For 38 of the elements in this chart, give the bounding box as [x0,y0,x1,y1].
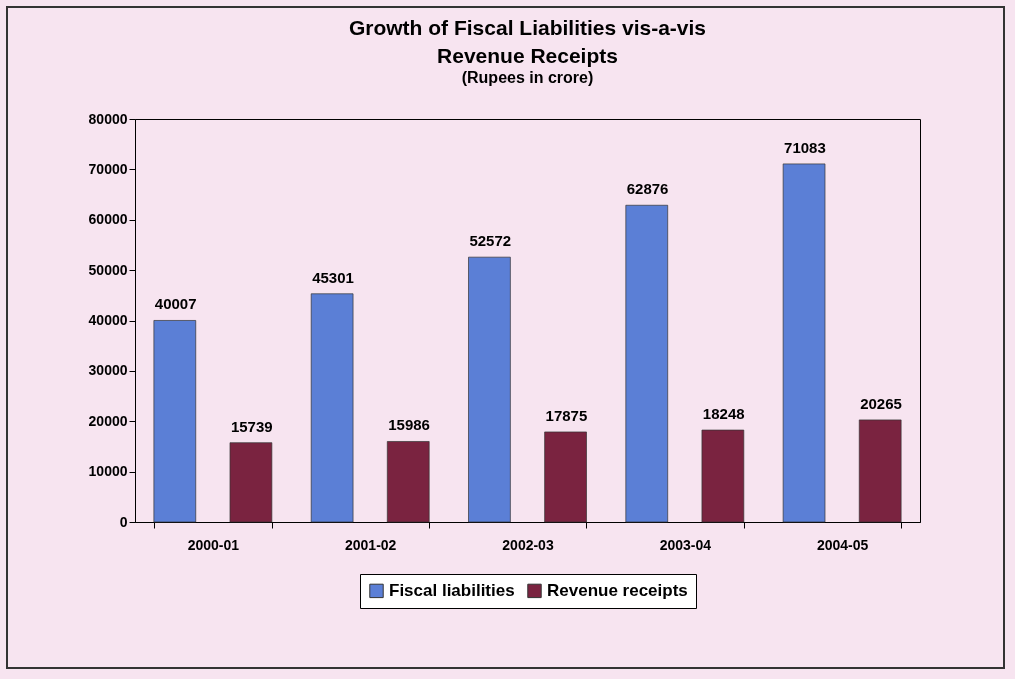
data-label: 15986 [388,416,430,434]
data-label: 40007 [154,295,197,313]
bar [625,204,669,523]
y-tick-label: 30000 [88,362,128,379]
chart-title: Growth of Fiscal Liabilities vis-a-vis Revenue Receipts [348,16,707,67]
data-label: 62876 [626,180,669,198]
bar [468,256,511,523]
data-label: 15739 [230,417,273,435]
data-label: 45301 [312,268,354,286]
y-tick-label: 40000 [88,312,128,328]
bar [544,431,587,523]
y-tick-label: 70000 [88,160,128,177]
x-tick-label: 2004-05 [816,536,869,553]
y-tick-label: 10000 [88,463,128,480]
chart-subtitle: (Rupees in crore) [461,69,594,86]
data-label: 20265 [860,394,902,412]
y-tick-label: 0 [119,513,128,530]
x-tick-label: 2003-04 [659,536,712,553]
y-tick-label: 50000 [88,261,128,278]
y-tick-label: 20000 [88,412,128,429]
legend-label: Fiscal liabilities [389,580,515,600]
data-label: 17875 [545,406,588,424]
data-label: 71083 [784,138,826,156]
x-tick-label: 2001-02 [344,536,397,553]
x-tick-label: 2000-01 [187,536,240,553]
bar [386,441,430,523]
x-tick-label: 2002-03 [502,536,554,553]
y-tick-label: 80000 [88,110,128,127]
y-tick-label: 60000 [88,211,128,228]
data-label: 52572 [469,232,512,250]
bar [153,320,197,523]
bar [858,419,902,523]
bar [229,442,273,523]
bar [782,163,826,523]
data-label: 18248 [702,405,745,423]
bar [310,293,354,523]
legend-label: Revenue receipts [547,580,688,600]
bar [701,429,745,523]
